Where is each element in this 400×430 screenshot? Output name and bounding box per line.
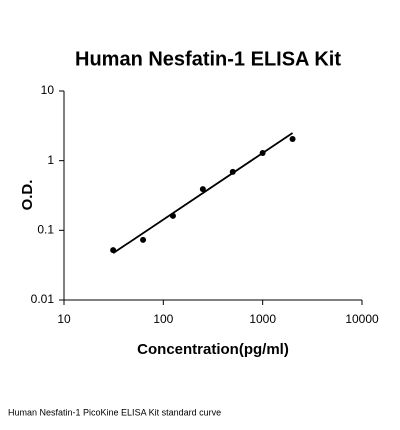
y-tick-label: 0.01 [31, 292, 55, 306]
caption: Human Nesfatin-1 PicoKine ELISA Kit stan… [8, 407, 221, 417]
x-tick-label: 1000 [249, 312, 276, 326]
fit-line [112, 132, 294, 254]
x-tick-label: 10000 [345, 312, 379, 326]
y-tick-label: 0.1 [37, 223, 54, 237]
y-tick-label: 10 [41, 83, 55, 97]
data-point [289, 135, 296, 142]
data-point [199, 186, 206, 193]
y-tick-label: 1 [47, 153, 54, 167]
chart-title: Human Nesfatin-1 ELISA Kit [75, 48, 341, 70]
y-axis-label: O.D. [19, 180, 36, 211]
x-tick-label: 10 [57, 312, 71, 326]
data-point [140, 236, 147, 243]
x-axis-label: Concentration(pg/ml) [137, 341, 289, 358]
x-tick-label: 100 [153, 312, 173, 326]
